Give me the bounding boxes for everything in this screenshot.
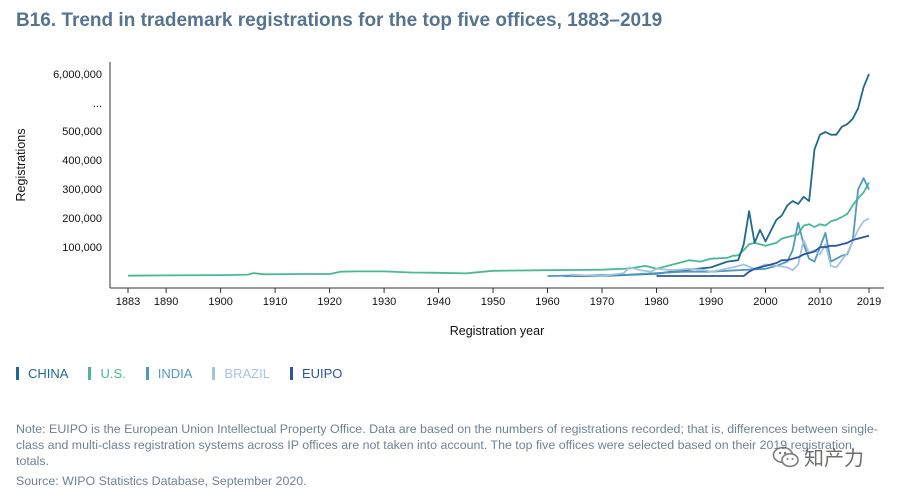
series-line-china bbox=[563, 73, 870, 277]
x-tick-label: 1883 bbox=[116, 296, 140, 308]
legend-swatch bbox=[16, 367, 19, 380]
chart-series bbox=[127, 73, 870, 277]
legend-item-india: INDIA bbox=[145, 366, 193, 381]
wechat-icon bbox=[772, 446, 799, 467]
series-line-india bbox=[547, 177, 870, 277]
watermark: 知产力 bbox=[772, 442, 864, 471]
x-tick-label: 1930 bbox=[372, 296, 396, 308]
y-tick-label: 6,000,000 bbox=[53, 69, 102, 81]
x-tick-label: 1910 bbox=[263, 296, 287, 308]
series-line-euipo bbox=[656, 234, 870, 277]
line-chart: 100,000 200,000 300,000 400,000 500,000... 6,… bbox=[14, 62, 884, 338]
x-tick-label: 2000 bbox=[753, 296, 777, 308]
chart-title: B16. Trend in trademark registrations fo… bbox=[16, 10, 663, 31]
y-tick-label: 100,000 bbox=[62, 242, 102, 254]
legend-item-brazil: BRAZIL bbox=[212, 366, 270, 381]
y-tick-label: 200,000 bbox=[62, 213, 102, 225]
series-line-us bbox=[127, 181, 870, 277]
x-tick-label: 2010 bbox=[808, 296, 832, 308]
x-tick-label: 1900 bbox=[208, 296, 232, 308]
watermark-text: 知产力 bbox=[804, 446, 864, 470]
y-tick-label: 500,000 bbox=[62, 126, 102, 138]
legend-item-us: U.S. bbox=[88, 366, 126, 381]
legend-swatch bbox=[145, 367, 149, 380]
x-tick-label: 1950 bbox=[481, 296, 505, 308]
y-axis-label: Registrations bbox=[14, 129, 28, 202]
x-axis-label: Registration year bbox=[450, 324, 545, 338]
x-tick-label: 1940 bbox=[426, 296, 450, 308]
chart-axes bbox=[109, 62, 884, 293]
x-tick-label: 1980 bbox=[644, 296, 668, 308]
legend-label: INDIA bbox=[157, 366, 193, 381]
y-tick-label: ... bbox=[93, 98, 102, 110]
legend-swatch bbox=[88, 367, 92, 380]
legend-label: EUIPO bbox=[301, 366, 343, 381]
legend-label: BRAZIL bbox=[224, 366, 270, 381]
chart-legend: CHINA U.S. INDIA BRAZIL EUIPO bbox=[16, 366, 362, 381]
x-tick-label: 2019 bbox=[857, 296, 881, 308]
legend-label: U.S. bbox=[100, 366, 126, 381]
series-line-brazil bbox=[569, 217, 870, 277]
chart-labels: 100,000 200,000 300,000 400,000 500,000... 6,… bbox=[14, 69, 881, 338]
y-tick-label: 300,000 bbox=[62, 184, 102, 196]
legend-swatch bbox=[289, 367, 293, 380]
x-tick-label: 1920 bbox=[317, 296, 341, 308]
legend-item-china: CHINA bbox=[16, 366, 68, 381]
legend-swatch bbox=[212, 367, 216, 380]
x-tick-label: 1970 bbox=[590, 296, 614, 308]
x-tick-label: 1960 bbox=[535, 296, 559, 308]
y-tick-label: 400,000 bbox=[62, 155, 102, 167]
legend-item-euipo: EUIPO bbox=[289, 366, 343, 381]
x-tick-label: 1990 bbox=[699, 296, 723, 308]
chart-note: Note: EUIPO is the European Union Intell… bbox=[16, 422, 878, 468]
x-tick-label: 1890 bbox=[154, 296, 178, 308]
chart-source: Source: WIPO Statistics Database, Septem… bbox=[16, 474, 307, 488]
legend-label: CHINA bbox=[28, 366, 69, 381]
